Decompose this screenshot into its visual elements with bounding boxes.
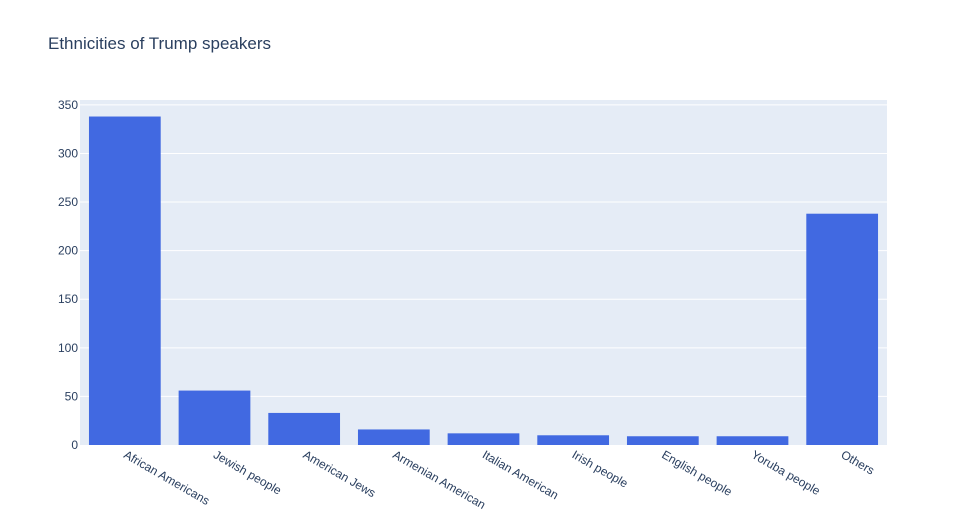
bar-english-people[interactable] [626, 436, 699, 445]
bar-others[interactable] [806, 213, 879, 445]
y-tick-label: 0 [71, 438, 78, 452]
x-tick-label: Others [839, 447, 877, 477]
y-tick-label: 250 [58, 195, 78, 209]
bar-jewish-people[interactable] [178, 390, 251, 445]
y-tick-label: 100 [58, 341, 78, 355]
bar-african-americans[interactable] [88, 116, 161, 446]
y-tick-label: 300 [58, 146, 78, 160]
x-tick-label: African Americans [121, 447, 212, 507]
x-tick-label: Yoruba people [749, 447, 823, 498]
x-tick-label: Irish people [570, 447, 631, 490]
x-tick-label: Jewish people [211, 447, 284, 497]
plot-background [80, 100, 887, 445]
y-axis-ticks: 0 50 100 150 200 250 300 350 [58, 98, 78, 452]
x-tick-label: Armenian American [390, 447, 488, 511]
x-tick-label: English people [659, 447, 734, 499]
y-tick-label: 200 [58, 244, 78, 258]
x-tick-label: Italian American [480, 447, 561, 502]
bar-yoruba-people[interactable] [716, 436, 789, 445]
bar-armenian-american[interactable] [357, 429, 430, 445]
bars [88, 116, 879, 446]
y-tick-label: 150 [58, 292, 78, 306]
grid-lines [80, 104, 887, 397]
bar-irish-people[interactable] [537, 435, 610, 445]
bar-american-jews[interactable] [268, 412, 341, 445]
chart-title: Ethnicities of Trump speakers [48, 34, 271, 53]
x-tick-label: American Jews [301, 447, 378, 500]
bar-italian-american[interactable] [447, 433, 520, 445]
y-tick-label: 350 [58, 98, 78, 112]
y-tick-label: 50 [65, 389, 79, 403]
